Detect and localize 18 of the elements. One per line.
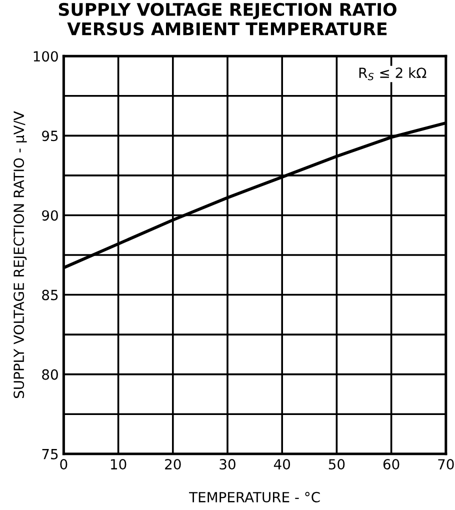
x-axis-title: TEMPERATURE - °C xyxy=(189,492,320,502)
x-tick-label: 50 xyxy=(328,459,345,470)
y-tick-label: 100 xyxy=(34,51,58,62)
x-tick-label: 20 xyxy=(165,459,181,470)
y-tick-label: 85 xyxy=(42,290,58,300)
y-tick-label: 80 xyxy=(42,369,58,380)
x-tick-label: 10 xyxy=(110,459,126,470)
y-tick-label: 90 xyxy=(42,210,58,221)
x-tick-label: 40 xyxy=(274,459,290,470)
x-tick-label: 0 xyxy=(60,459,68,470)
x-tick-label: 30 xyxy=(220,459,236,470)
x-tick-label: 70 xyxy=(438,459,454,470)
chart-title: SUPPLY VOLTAGE REJECTION RATIO VERSUS AMBIENT TEMPERATURE xyxy=(58,2,396,36)
x-tick-label: 60 xyxy=(383,459,400,470)
y-tick-label: 95 xyxy=(42,130,58,142)
y-axis-title: SUPPLY VOLTAGE REJECTION RATIO - μV/V xyxy=(14,111,27,398)
annotation: R$_{S}$ ≤ 2 kΩ xyxy=(359,67,426,80)
y-tick-label: 75 xyxy=(42,449,58,460)
